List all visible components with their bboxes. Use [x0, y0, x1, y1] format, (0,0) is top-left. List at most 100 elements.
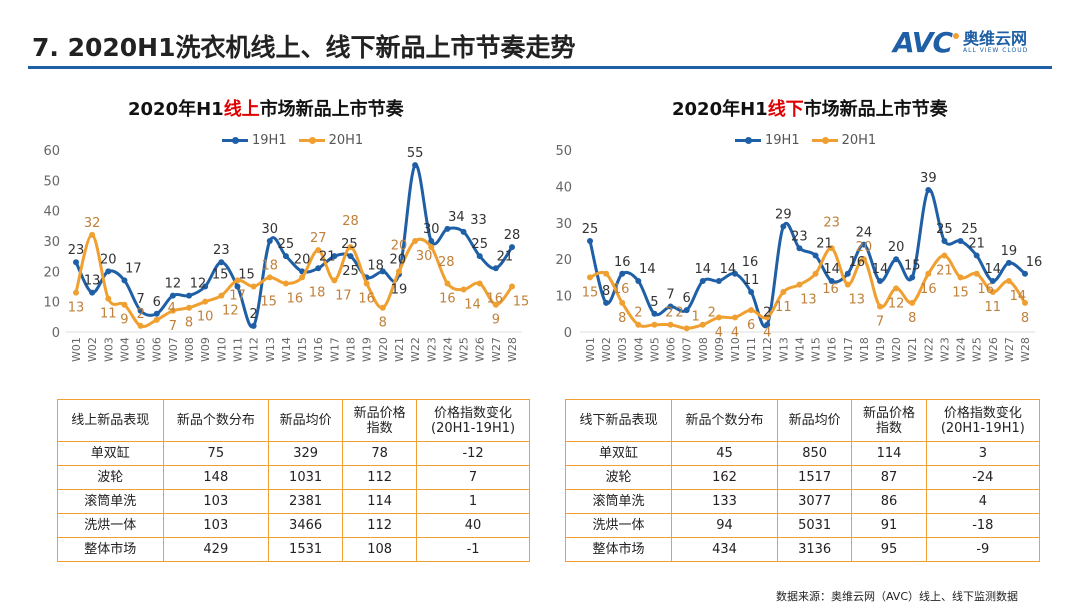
x-tick-label: W27	[490, 337, 503, 362]
table-header-cell: 线上新品表现	[57, 399, 164, 442]
table-cell: 850	[776, 441, 853, 466]
data-point	[218, 292, 225, 299]
x-tick-label: W12	[248, 337, 261, 362]
data-label: 2	[665, 306, 673, 321]
table-header-cell: 新品个数分布	[162, 399, 270, 442]
data-label: 15	[513, 295, 530, 310]
data-point	[877, 278, 883, 285]
online-table: 线上新品表现 新品个数分布 新品均价 新品价格 指数 价格指数变化 (20H1-19H1…	[57, 399, 530, 562]
data-point	[619, 299, 626, 306]
x-tick-label: W23	[425, 337, 438, 362]
data-label: 7	[136, 292, 144, 307]
data-label: 19	[391, 282, 408, 297]
table-row: 波轮 148 1031 112 7	[57, 465, 530, 490]
data-label: 34	[448, 210, 465, 225]
data-label: 17	[335, 288, 352, 303]
data-label: 5	[650, 295, 658, 310]
y-tick-label: 0	[564, 326, 572, 341]
chart-title-offline: 2020年H1线下市场新品上市节奏	[672, 99, 948, 120]
data-point	[667, 303, 674, 310]
table-cell: 3077	[776, 489, 853, 514]
data-point	[1022, 270, 1028, 277]
x-tick-label: W05	[648, 337, 661, 362]
x-tick-label: W20	[377, 337, 390, 362]
series-line-19H1	[74, 163, 514, 329]
x-tick-label: W02	[86, 337, 99, 362]
table-cell: 单双缸	[565, 441, 672, 466]
table-cell: 114	[342, 489, 418, 514]
table-cell: 91	[851, 513, 927, 538]
data-point	[218, 259, 225, 266]
table-cell: 滚筒单洗	[565, 489, 672, 514]
table-cell: 1517	[776, 465, 853, 490]
data-label: 20	[390, 252, 407, 267]
data-label: 4	[731, 325, 739, 340]
data-point	[153, 310, 160, 317]
data-point	[476, 253, 483, 260]
data-label: 16	[358, 291, 375, 306]
data-label: 21	[319, 249, 336, 264]
data-label: 9	[492, 313, 500, 328]
data-label: 32	[84, 216, 101, 231]
table-cell: 434	[671, 537, 778, 562]
data-label: 28	[504, 228, 521, 243]
x-tick-label: W04	[632, 337, 645, 362]
x-tick-label: W11	[745, 337, 758, 362]
table-cell: 整体市场	[565, 537, 672, 562]
data-point	[492, 265, 499, 272]
y-tick-label: 30	[555, 217, 572, 232]
data-point	[331, 277, 338, 284]
x-tick-label: W18	[345, 337, 358, 362]
series-line-19H1	[588, 188, 1026, 329]
table-row: 波轮 162 1517 87 -24	[565, 465, 1041, 490]
data-label: 16	[613, 282, 630, 297]
data-point	[186, 304, 193, 311]
data-point	[282, 280, 289, 287]
data-label: 20	[856, 240, 873, 255]
legend-19h1: 19H1	[222, 133, 287, 148]
x-tick-label: W06	[151, 337, 164, 362]
data-label: 15	[904, 258, 921, 273]
data-point	[347, 253, 354, 260]
chart-title-online: 2020年H1线上市场新品上市节奏	[128, 99, 404, 120]
table-cell: 3	[925, 441, 1041, 466]
x-tick-label: W14	[280, 337, 293, 362]
data-point	[635, 321, 642, 328]
table-header-cell: 线下新品表现	[565, 399, 672, 442]
y-tick-label: 10	[555, 290, 572, 305]
table-cell: 2381	[268, 489, 344, 514]
x-tick-label: W08	[183, 337, 196, 362]
table-cell: 103	[162, 513, 270, 538]
offline-table: 线下新品表现 新品个数分布 新品均价 新品价格 指数 价格指数变化 (20H1-19H1…	[565, 399, 1041, 562]
data-point	[105, 268, 112, 275]
x-tick-label: W19	[361, 337, 374, 362]
data-point	[1022, 299, 1028, 306]
data-label: 13	[800, 293, 817, 308]
logo-cn: 奥维云网	[963, 29, 1028, 48]
data-label: 2	[136, 307, 144, 322]
data-label: 4	[763, 325, 771, 340]
table-cell: 5031	[776, 513, 853, 538]
data-point	[121, 301, 128, 308]
legend-19h1: 19H1	[735, 133, 800, 148]
table-header-cell: 新品均价	[776, 399, 853, 442]
data-label: 23	[791, 229, 808, 244]
data-label: 16	[486, 291, 503, 306]
data-point	[812, 270, 819, 277]
x-tick-label: W22	[922, 337, 935, 362]
x-tick-label: W25	[971, 337, 984, 362]
data-label: 25	[936, 222, 953, 237]
table-row: 滚筒单洗 103 2381 114 1	[57, 489, 530, 514]
table-header-cell: 新品均价	[268, 399, 344, 442]
data-point	[699, 321, 706, 328]
data-label: 4	[715, 325, 723, 340]
x-tick-label: W09	[199, 337, 212, 362]
data-label: 11	[743, 273, 760, 288]
data-label: 20	[294, 252, 311, 267]
data-point	[925, 187, 932, 194]
data-label: 17	[229, 288, 246, 303]
x-tick-label: W08	[697, 337, 710, 362]
data-label: 16	[614, 255, 631, 270]
data-point	[877, 303, 883, 310]
